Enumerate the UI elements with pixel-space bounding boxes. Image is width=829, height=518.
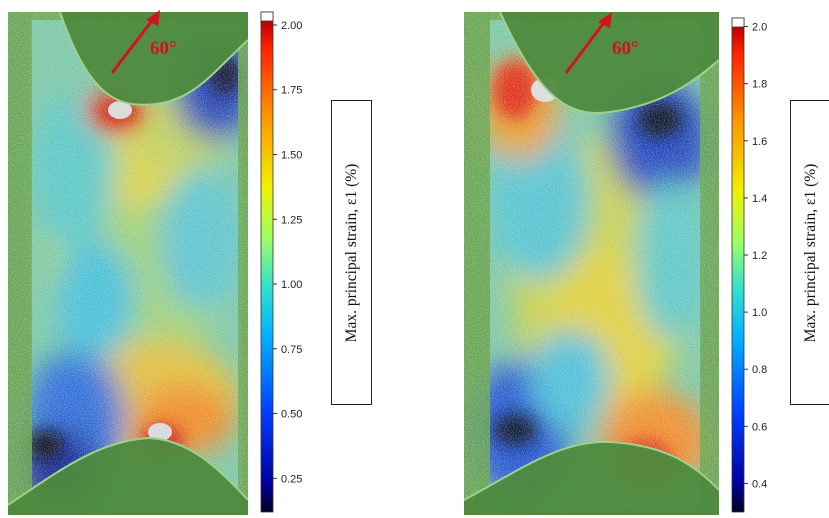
colorbar-tick-label: 0.75 — [281, 344, 302, 356]
strain-field-image-left: 60° 2.00 1.75 1.50 1.25 1.00 0.75 0.50 0.25 — [8, 10, 302, 515]
colorbar-right: 2.0 1.8 1.6 1.4 1.2 1.0 0.8 0.6 0.4 — [731, 17, 767, 513]
colorbar-label-text: Max. principal strain, ε1 (%) — [802, 163, 819, 342]
bottom-fixture — [8, 438, 248, 515]
strain-field-image-right: 60° 2.0 1.8 1.6 1.4 1.2 1.0 0.8 0.6 0.4 — [464, 12, 767, 515]
colorbar-tick-label: 1.75 — [281, 85, 302, 97]
top-fixture — [60, 12, 248, 105]
colorbar-label-text: Max. principal strain, ε1 (%) — [342, 163, 360, 342]
colorbar-tick-label: 0.50 — [281, 409, 302, 421]
top-fixture — [500, 12, 719, 114]
colorbar-tick-label: 1.50 — [281, 149, 302, 161]
colorbar-tick-label: 1.6 — [752, 136, 767, 148]
colorbar-tick-label: 1.25 — [281, 214, 302, 226]
colorbar-tick-label: 2.00 — [281, 20, 302, 32]
colorbar-tick-label: 0.6 — [752, 421, 767, 433]
colorbar-tick-label: 1.8 — [752, 79, 767, 91]
colorbar-tick-label: 1.2 — [752, 250, 767, 262]
angle-label: 60° — [612, 38, 639, 59]
angle-label: 60° — [150, 38, 177, 59]
colorbar-tick-label: 1.00 — [281, 279, 302, 291]
colorbar-tick-label: 0.8 — [752, 364, 767, 376]
colorbar-label-right: Max. principal strain, ε1 (%) — [790, 100, 829, 405]
colorbar-tick-label: 1.4 — [752, 193, 767, 205]
colorbar-label-left: Max. principal strain, ε1 (%) — [331, 100, 372, 405]
loading-direction-arrow — [564, 19, 608, 74]
strain-map-panel-right: 60° 2.0 1.8 1.6 1.4 1.2 1.0 0.8 0.6 0.4 Max. pri… — [460, 0, 829, 518]
bottom-fixture — [464, 441, 719, 515]
colorbar-tick-label: 0.25 — [281, 473, 302, 485]
colorbar-left: 2.00 1.75 1.50 1.25 1.00 0.75 0.50 0.25 — [260, 11, 302, 513]
loading-direction-arrow — [110, 17, 156, 74]
colorbar-tick-label: 0.4 — [752, 478, 767, 490]
colorbar-tick-label: 1.0 — [752, 307, 767, 319]
colorbar-tick-label: 2.0 — [752, 22, 767, 34]
strain-map-panel-left: 60° 2.00 1.75 1.50 1.25 1.00 0.75 0.50 0.25 Max… — [8, 10, 372, 515]
